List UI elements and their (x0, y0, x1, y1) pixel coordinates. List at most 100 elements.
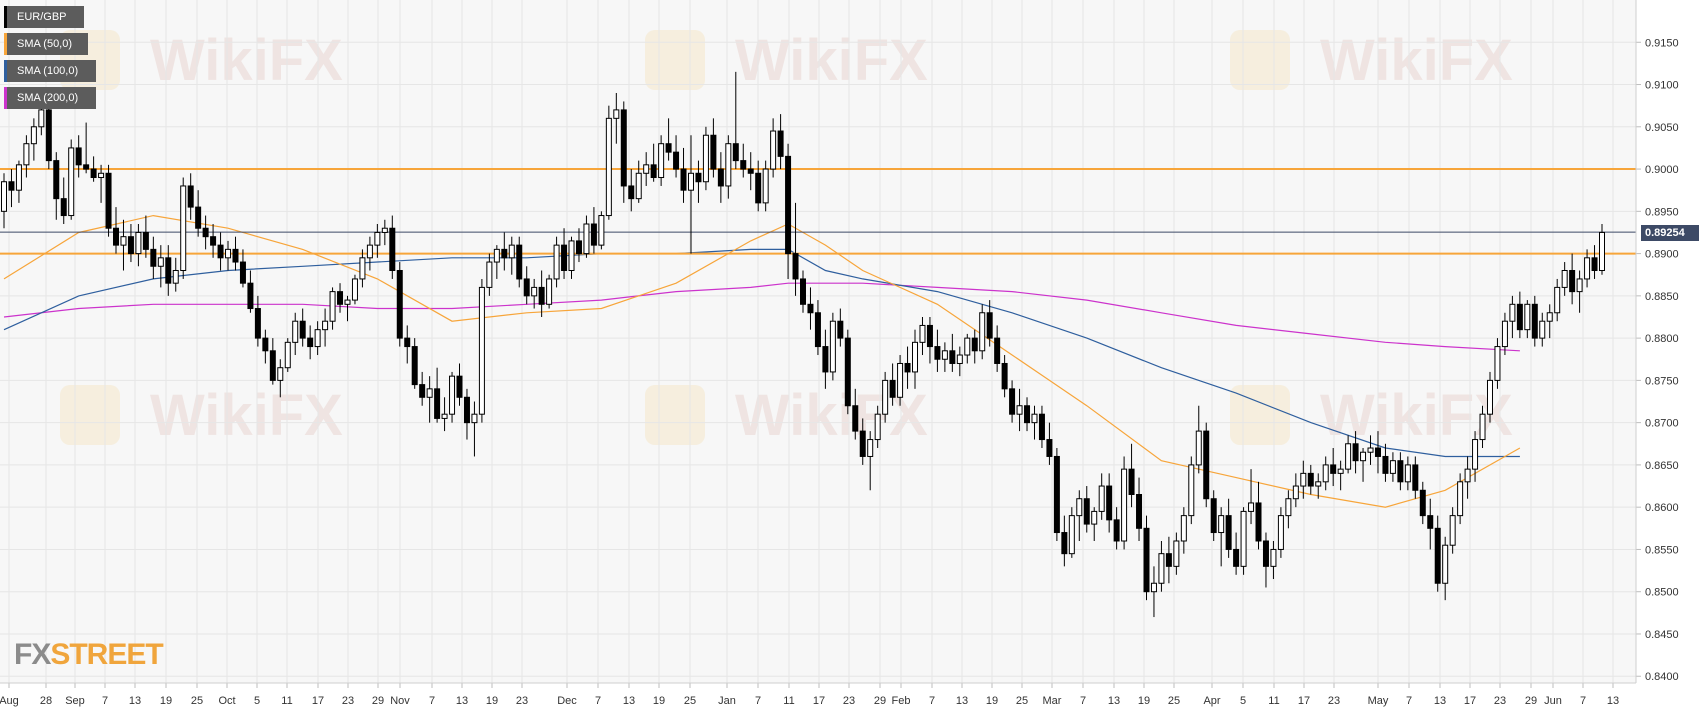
y-tick-label: 0.8950 (1645, 206, 1679, 218)
candle (1561, 262, 1568, 296)
candle-body (941, 350, 948, 360)
candle-body (284, 341, 291, 369)
candle-body (575, 240, 582, 255)
candle (239, 249, 246, 288)
candle-body (337, 291, 344, 305)
candle (314, 321, 321, 356)
candle-body (949, 350, 956, 364)
candle-body (680, 168, 687, 191)
candle (1068, 507, 1075, 558)
watermark-text: WikiFX (150, 383, 343, 448)
candle-body (620, 109, 627, 187)
y-tick-label: 0.8700 (1645, 418, 1679, 430)
candle (598, 211, 605, 250)
candle-body (45, 109, 52, 162)
candle (1472, 431, 1479, 482)
candle (1240, 507, 1247, 575)
candle (561, 228, 568, 279)
candle (732, 71, 739, 170)
candle-body (426, 388, 433, 398)
candle-body (471, 413, 478, 424)
candle-body (1180, 515, 1187, 542)
candle-body (1001, 362, 1008, 390)
legend-item-sma50[interactable]: SMA (50,0) (4, 33, 88, 55)
candle-body (852, 405, 859, 432)
x-tick-label: Apr (1203, 695, 1220, 707)
candle (792, 202, 799, 296)
candle (180, 177, 187, 279)
candle (1374, 431, 1381, 474)
candle (150, 236, 157, 279)
x-tick-label: 13 (456, 695, 468, 707)
candle-body (1300, 472, 1307, 487)
x-tick-label: 7 (755, 695, 761, 707)
candle-body (1121, 468, 1128, 542)
candle (344, 295, 351, 322)
candle-body (1031, 413, 1038, 424)
candle (1389, 452, 1396, 482)
legend-item-sma200[interactable]: SMA (200,0) (4, 87, 96, 109)
candle (1038, 405, 1045, 449)
candle (852, 388, 859, 440)
candle (1016, 388, 1023, 432)
x-tick-label: 7 (1080, 695, 1086, 707)
candle-body (381, 227, 388, 233)
candle-body (1061, 532, 1068, 555)
x-tick-label: 17 (1464, 695, 1476, 707)
x-tick-label: 13 (623, 695, 635, 707)
candle (516, 236, 523, 288)
candle-body (478, 286, 485, 415)
candle-body (1285, 498, 1292, 517)
candle-body (889, 379, 896, 398)
y-tick-label: 0.8550 (1645, 544, 1679, 556)
candle (337, 283, 344, 313)
candle (1113, 507, 1120, 550)
candle (471, 401, 478, 457)
candle (292, 312, 299, 356)
candle-body (740, 160, 747, 170)
candle-body (747, 168, 754, 174)
candle (859, 418, 866, 465)
legend-swatch (4, 6, 7, 28)
candle-body (419, 384, 426, 398)
x-tick-label: 23 (843, 695, 855, 707)
candle-body (1360, 451, 1367, 462)
candle-body (523, 278, 530, 297)
candle-body (1, 181, 7, 212)
candle-body (732, 143, 739, 162)
candle (1195, 405, 1202, 474)
candle-body (874, 413, 881, 441)
candle-body (486, 261, 493, 288)
candle-body (1024, 405, 1031, 424)
candle-body (613, 109, 620, 119)
candle-body (1128, 468, 1135, 495)
candle (695, 160, 702, 203)
x-tick-label: 19 (160, 695, 172, 707)
candle-body (568, 240, 575, 271)
candle-body (1106, 485, 1113, 521)
legend-item-eurgbp[interactable]: EUR/GBP (4, 6, 84, 28)
candle (785, 143, 792, 279)
candle (1150, 566, 1157, 618)
candle-body (1136, 493, 1143, 529)
candle (60, 177, 67, 225)
candle (747, 152, 754, 191)
candle (277, 359, 284, 398)
candle (531, 278, 538, 309)
legend-item-sma100[interactable]: SMA (100,0) (4, 60, 96, 82)
candle-body (673, 151, 680, 170)
candle-body (1494, 346, 1501, 381)
candle-body (1143, 527, 1150, 593)
candle-body (1173, 540, 1180, 567)
y-tick-label: 0.8600 (1645, 502, 1679, 514)
candle (1360, 448, 1367, 482)
candle (1248, 469, 1255, 525)
candle-body (994, 337, 1001, 364)
candle-body (157, 257, 164, 267)
candle (1180, 507, 1187, 554)
candle (1397, 452, 1404, 491)
candle-body (1233, 548, 1240, 567)
candle-body (1584, 257, 1591, 280)
legend-swatch (4, 60, 7, 82)
candle (1173, 532, 1180, 575)
